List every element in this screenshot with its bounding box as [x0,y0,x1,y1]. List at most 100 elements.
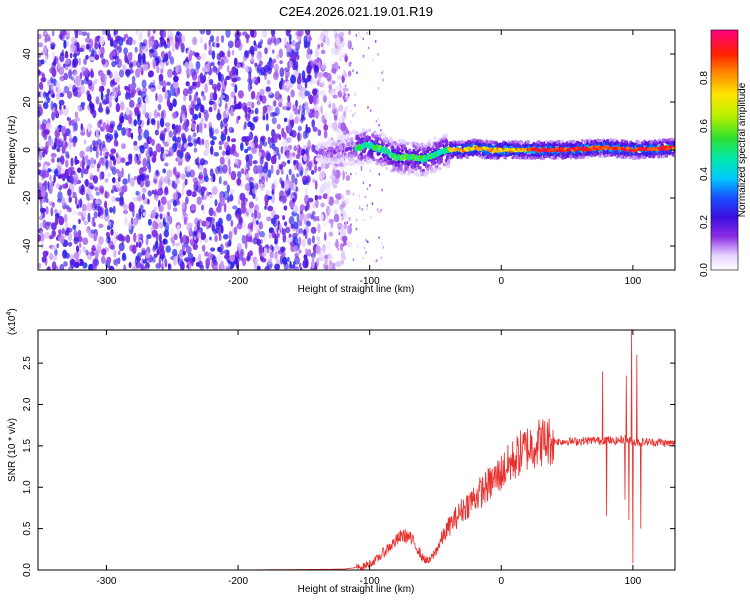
spectrogram-noise-cell [301,110,306,118]
spectrogram-noise-cell [313,215,317,222]
spectrogram-noise-cell [81,185,85,193]
spectrogram-band-cell [397,147,401,152]
spectrogram-band-cell [595,141,599,145]
spectrogram-noise-cell [252,160,258,165]
spectrogram-noise-cell [307,237,312,246]
spectrogram-noise-cell [108,265,115,270]
spectrogram-noise-cell [283,205,288,211]
spectrogram-band-cell [399,166,403,171]
spectrogram-noise-cell [252,237,259,245]
spectrogram-noise-cell [193,235,197,241]
spectrogram-noise-cell [50,101,54,110]
spectrogram-noise-cell [302,229,306,237]
spectrogram-noise-cell [237,115,241,121]
spectrogram-noise-cell [184,165,191,173]
spectrogram-band-cell [350,154,354,158]
spectrogram-band-cell [351,158,355,162]
spectrogram-sparse-cell [349,163,352,166]
spectrogram-x-ticks: -300 -200 -100 0 100 [96,30,642,287]
spectrogram-band-cell [350,137,354,141]
spectrogram-noise-cell [239,251,245,257]
spectrogram-noise-cell [67,188,72,197]
spectrogram-noise-cell [118,36,124,47]
spectrogram-noise-cell [214,199,218,207]
spectrogram-noise-cell [316,80,320,86]
spectrogram-noise-cell [50,45,55,50]
spectrogram-noise-cell [110,195,116,203]
spectrogram-noise-cell [97,205,103,215]
spectrogram-noise-cell [273,100,277,107]
spectrogram-signal-cell [671,146,675,151]
spectrogram-band-cell [406,165,410,169]
spectrogram-noise-cell [335,238,339,249]
spectrogram-noise-cell [148,136,152,143]
spectrogram-noise-cell [151,138,155,146]
spectrogram-noise-cell [287,159,291,164]
spectrogram-sparse-cell [358,194,360,198]
spectrogram-band-cell [383,162,388,166]
spectrogram-noise-cell [248,109,255,115]
spectrogram-noise-cell [154,51,158,56]
spectrogram-noise-cell [180,236,183,244]
spectrogram-noise-cell [296,35,302,40]
spectrogram-noise-cell [121,143,126,150]
spectrogram-noise-cell [240,142,244,152]
spectrogram-noise-cell [200,232,206,241]
spectrogram-noise-cell [153,253,158,258]
spectrogram-noise-cell [166,81,171,86]
spectrogram-noise-cell [230,170,237,181]
spectrogram-noise-cell [193,137,198,147]
spectrogram-noise-cell [223,180,228,186]
spectrogram-noise-cell [329,260,332,265]
spectrogram-noise-cell [208,106,213,113]
spectrogram-noise-cell [289,152,293,161]
spectrogram-noise-cell [164,162,169,167]
spectrogram-sparse-cell [352,114,354,117]
spectrogram-noise-cell [61,125,67,135]
spectrogram-noise-cell [87,32,90,39]
spectrogram-noise-cell [154,195,159,202]
spectrogram-noise-cell [127,52,133,62]
spectrogram-noise-cell [145,261,150,270]
spectrogram-noise-cell [132,217,139,226]
spectrogram-band-cell [406,141,410,146]
spectrogram-noise-cell [142,157,148,168]
spectrogram-noise-cell [101,58,106,65]
spectrogram-noise-cell [166,136,171,145]
spectrogram-noise-cell [274,263,281,270]
spectrogram-noise-cell [298,104,302,112]
spectrogram-noise-cell [160,196,167,206]
spectrogram-noise-cell [271,183,275,193]
spectrogram-noise-cell [208,44,212,52]
spectrogram-noise-cell [313,264,318,270]
spectrogram-sparse-cell [376,208,379,211]
spectrogram-noise-cell [208,121,212,129]
spectrogram-noise-cell [64,141,68,149]
spectrogram-noise-cell [137,134,142,141]
spectrogram-band-cell [372,157,376,162]
spectrogram-noise-cell [269,111,276,118]
spectrogram-noise-cell [267,44,271,51]
spectrogram-noise-cell [167,263,171,269]
spectrogram-noise-cell [235,40,241,48]
spectrogram-noise-cell [170,236,175,244]
spectrogram-noise-cell [69,47,73,53]
spectrogram-noise-cell [64,252,70,259]
spectrogram-noise-cell [185,245,192,254]
spectrogram-noise-cell [254,78,259,86]
spectrogram-noise-cell [172,200,178,207]
spectrogram-noise-cell [85,146,91,153]
spectrogram-noise-cell [164,176,170,184]
spectrogram-band-cell [652,154,656,158]
spectrogram-noise-cell [79,160,85,168]
spectrogram-noise-cell [308,197,314,203]
spectrogram-noise-cell [76,245,79,253]
spectrogram-noise-cell [201,194,208,201]
spectrogram-noise-cell [243,221,246,230]
spectrogram-noise-cell [39,199,43,206]
spectrogram-noise-cell [135,30,139,35]
spectrogram-noise-cell [105,136,112,143]
spectrogram-noise-cell [67,167,72,176]
spectrogram-noise-cell [323,95,327,103]
